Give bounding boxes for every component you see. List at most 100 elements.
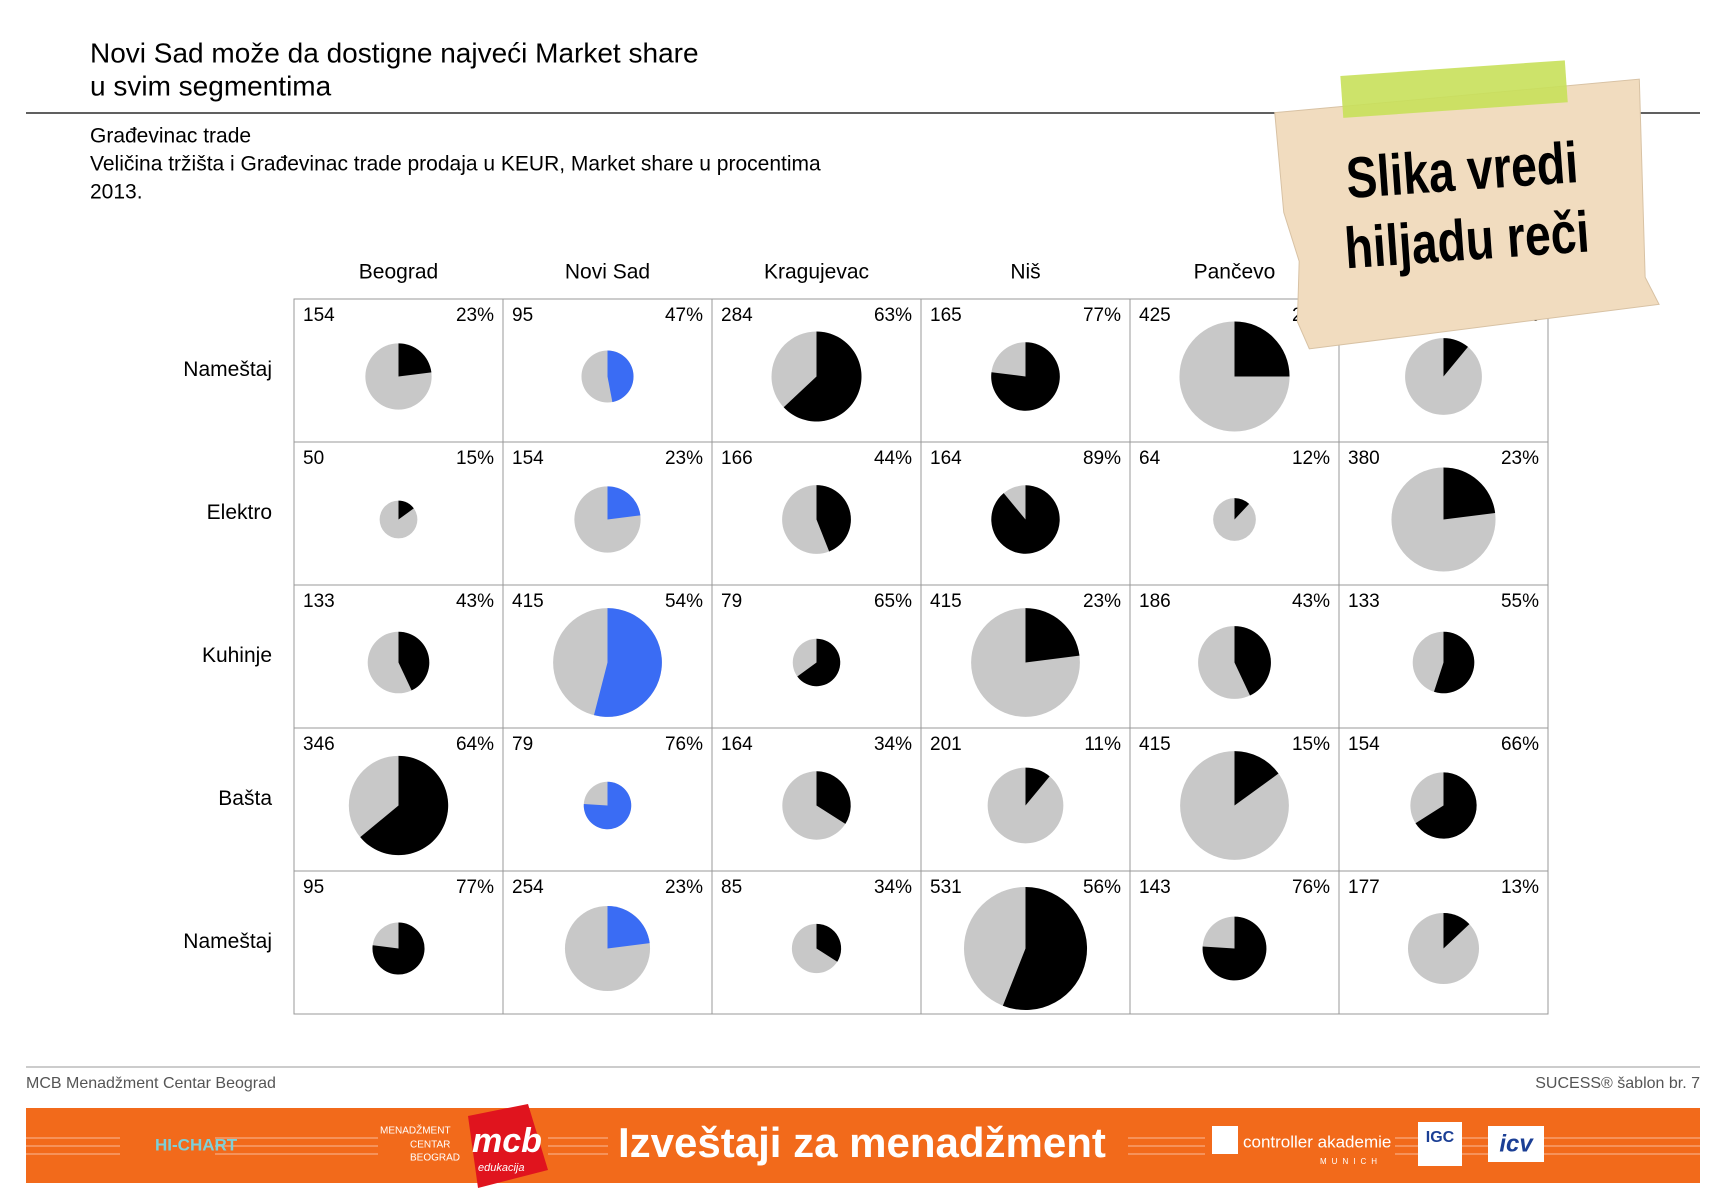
cell	[1338, 870, 1549, 1015]
banner: HI-CHART MENADŽMENT CENTAR BEOGRAD mcb e…	[26, 1104, 1700, 1188]
size-label: 425	[1139, 305, 1171, 326]
size-label: 415	[512, 591, 544, 612]
share-label: 43%	[456, 591, 494, 612]
title-bg	[608, 1115, 1128, 1175]
pie-wedge	[372, 922, 425, 975]
logo-icv-bg	[1488, 1126, 1544, 1162]
size-label: 254	[512, 877, 544, 898]
pie-wedge	[1433, 631, 1475, 694]
banner-title: Izveštaji za menadžment	[618, 1119, 1106, 1166]
share-label: 66%	[1501, 734, 1539, 755]
share-label: 43%	[1292, 591, 1330, 612]
row-label: Bašta	[218, 787, 272, 810]
share-label: 23%	[1083, 591, 1121, 612]
size-label: 95	[512, 305, 533, 326]
share-label: 76%	[1292, 877, 1330, 898]
logo-igc: IGC	[1426, 1129, 1455, 1146]
pie-wedge	[783, 331, 862, 422]
size-label: 164	[930, 448, 962, 469]
size-label: 415	[930, 591, 962, 612]
pie-wedge	[1443, 912, 1470, 949]
logo-mcb-sub: edukacija	[478, 1162, 524, 1174]
size-label: 164	[721, 734, 753, 755]
column-header: Kragujevac	[764, 261, 869, 284]
logo-ca: controller akademie	[1243, 1132, 1391, 1151]
size-label: 79	[512, 734, 533, 755]
size-label: 177	[1348, 877, 1380, 898]
title: u svim segmentima	[90, 70, 332, 101]
subtitle: Građevinac trade	[90, 125, 251, 148]
tape	[1340, 60, 1568, 118]
pie-wedge	[1025, 608, 1080, 663]
size-label: 154	[303, 305, 335, 326]
pie-wedge	[1234, 626, 1271, 696]
pie-wedge	[360, 755, 449, 856]
size-label: 531	[930, 877, 962, 898]
size-label: 50	[303, 448, 324, 469]
pie-wedge	[816, 485, 851, 552]
size-label: 95	[303, 877, 324, 898]
footer-right: SUCESS® šablon br. 7	[1535, 1075, 1700, 1092]
size-label: 133	[1348, 591, 1380, 612]
share-label: 23%	[665, 448, 703, 469]
share-label: 23%	[456, 305, 494, 326]
share-label: 65%	[874, 591, 912, 612]
column-header: Pančevo	[1194, 261, 1276, 284]
share-label: 34%	[874, 734, 912, 755]
logo-hichart: HI-CHART	[155, 1135, 238, 1154]
sticky-note: Slika vredi hiljadu reči	[1274, 60, 1660, 350]
pie-wedge	[1002, 886, 1088, 1011]
column-header: Niš	[1010, 261, 1040, 284]
size-label: 284	[721, 305, 753, 326]
pie-wedge	[607, 350, 634, 403]
footer-left: MCB Menadžment Centar Beograd	[26, 1075, 276, 1092]
share-label: 89%	[1083, 448, 1121, 469]
logo-icv: icv	[1499, 1130, 1534, 1157]
pie-wedge	[1415, 772, 1477, 839]
share-label: 76%	[665, 734, 703, 755]
size-label: 186	[1139, 591, 1171, 612]
share-label: 44%	[874, 448, 912, 469]
size-label: 166	[721, 448, 753, 469]
pie-wedge	[607, 905, 650, 949]
size-label: 133	[303, 591, 335, 612]
logo-mcb: mcb	[472, 1122, 542, 1160]
share-label: 11%	[1084, 734, 1121, 755]
size-label: 154	[512, 448, 544, 469]
logo-ca-icon	[1212, 1126, 1238, 1154]
pie-wedge	[816, 771, 851, 824]
share-label: 12%	[1292, 448, 1330, 469]
row-label: Elektro	[207, 501, 272, 524]
row-label: Nameštaj	[183, 930, 272, 953]
share-label: 15%	[1292, 734, 1330, 755]
pie-wedge	[816, 923, 842, 962]
share-label: 23%	[1501, 448, 1539, 469]
pie-wedge	[1443, 467, 1496, 520]
pie-wedge	[1234, 751, 1279, 806]
pie-wedge	[593, 608, 662, 717]
logo-bg	[120, 1120, 215, 1170]
size-label: 165	[930, 305, 962, 326]
pie-wedge	[398, 343, 432, 377]
share-label: 54%	[665, 591, 703, 612]
logo-igc-bg	[1418, 1122, 1462, 1166]
pie-wedge	[583, 781, 632, 830]
logo-mcb-badge	[468, 1104, 548, 1188]
size-label: 64	[1139, 448, 1161, 469]
subtitle: Veličina tržišta i Građevinac trade prod…	[90, 153, 821, 176]
share-label: 64%	[456, 734, 494, 755]
pie-wedge	[607, 486, 641, 520]
note-paper	[1274, 78, 1660, 350]
logo-mcb-line: MENADŽMENT	[380, 1124, 451, 1137]
title: Novi Sad može da dostigne najveći Market…	[90, 37, 699, 68]
size-label: 154	[1348, 734, 1380, 755]
size-label: 143	[1139, 877, 1171, 898]
row-label: Kuhinje	[202, 644, 272, 667]
share-label: 47%	[665, 305, 703, 326]
share-label: 15%	[456, 448, 494, 469]
pie-wedge	[991, 485, 1060, 554]
pie-wedge	[1234, 321, 1290, 377]
pie-wedge	[1025, 767, 1050, 806]
pie-wedge	[1202, 916, 1267, 981]
pie-grid: Beograd Novi Sad Kragujevac Niš Pančevo Nameš…	[183, 261, 1549, 1015]
